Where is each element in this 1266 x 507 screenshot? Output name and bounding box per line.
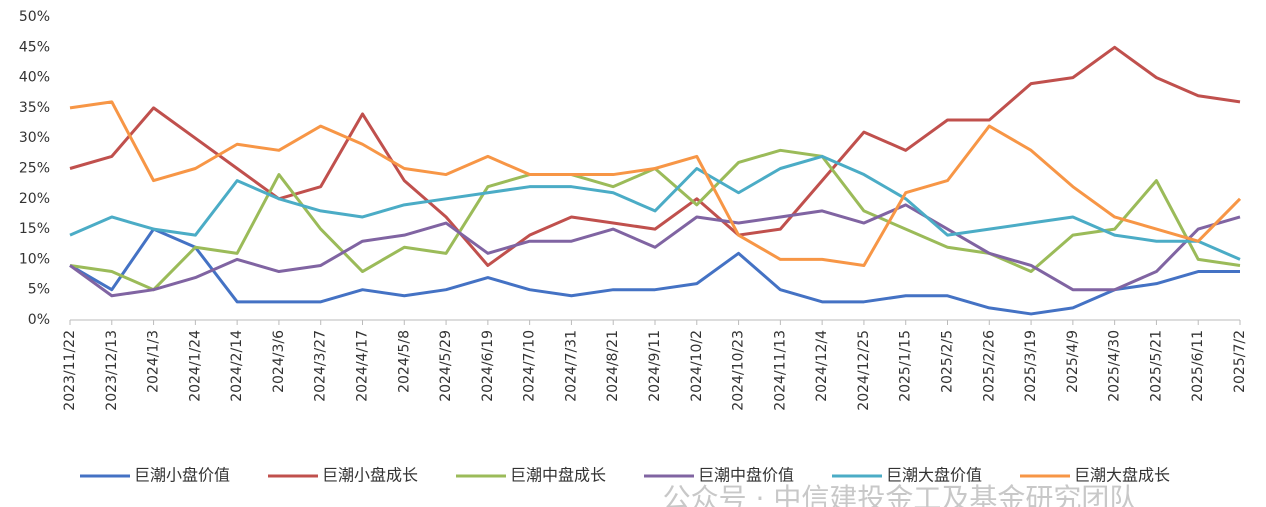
y-tick-label: 10% <box>19 251 50 267</box>
x-tick-label: 2025/7/2 <box>1232 330 1248 393</box>
x-tick-label: 2024/2/14 <box>229 330 245 402</box>
x-tick-label: 2025/1/15 <box>898 330 914 402</box>
x-tick-label: 2024/5/8 <box>396 330 412 393</box>
x-tick-label: 2025/4/9 <box>1065 330 1081 393</box>
x-tick-label: 2024/12/25 <box>856 330 872 411</box>
series-line <box>69 203 1241 298</box>
x-tick-label: 2024/1/24 <box>187 330 203 402</box>
x-tick-label: 2024/9/11 <box>647 330 663 402</box>
y-tick-label: 20% <box>19 191 50 207</box>
y-tick-label: 5% <box>28 282 50 298</box>
y-tick-label: 40% <box>19 70 50 86</box>
x-tick-label: 2024/12/4 <box>814 330 830 402</box>
x-tick-label: 2025/2/5 <box>940 330 956 393</box>
watermark: 公众号 · 中信建投金工及基金研究团队 <box>663 482 1138 507</box>
x-tick-label: 2024/5/29 <box>438 330 454 402</box>
y-tick-label: 25% <box>19 161 50 177</box>
x-tick-label: 2025/2/26 <box>981 330 997 402</box>
x-tick-label: 2024/6/19 <box>480 330 496 402</box>
series-line <box>69 227 1240 316</box>
legend-label: 巨潮大盘价值 <box>886 466 982 485</box>
x-tick-label: 2023/11/22 <box>62 330 78 411</box>
y-tick-label: 0% <box>28 312 50 328</box>
x-tick-label: 2025/4/30 <box>1107 330 1123 402</box>
y-tick-label: 15% <box>19 221 50 237</box>
x-tick-label: 2024/1/3 <box>146 330 162 393</box>
x-tick-label: 2023/12/13 <box>104 330 120 411</box>
y-tick-label: 45% <box>19 39 50 55</box>
legend-label: 巨潮小盘成长 <box>322 466 418 485</box>
y-tick-label: 30% <box>19 130 50 146</box>
x-tick-label: 2024/3/27 <box>313 330 329 402</box>
legend-label: 巨潮大盘成长 <box>1074 466 1170 485</box>
x-tick-label: 2024/4/17 <box>355 330 371 402</box>
x-tick-label: 2024/10/2 <box>689 330 705 402</box>
legend-label: 巨潮中盘价值 <box>698 466 794 485</box>
series-line <box>69 45 1241 267</box>
x-tick-label: 2024/3/6 <box>271 330 287 393</box>
x-tick-label: 2025/6/11 <box>1190 330 1206 402</box>
series-line <box>69 148 1241 292</box>
series-line <box>69 100 1242 267</box>
x-tick-label: 2024/7/10 <box>522 330 538 402</box>
legend-label: 巨潮小盘价值 <box>134 466 230 485</box>
x-tick-label: 2024/8/21 <box>605 330 621 402</box>
x-tick-label: 2025/5/21 <box>1148 330 1164 402</box>
y-tick-label: 50% <box>19 9 50 25</box>
x-tick-label: 2024/11/13 <box>772 330 788 411</box>
legend-label: 巨潮中盘成长 <box>510 466 606 485</box>
x-tick-label: 2024/7/31 <box>563 330 579 402</box>
series-line <box>69 154 1241 261</box>
x-tick-label: 2024/10/23 <box>731 330 747 411</box>
x-tick-label: 2025/3/19 <box>1023 330 1039 402</box>
y-tick-label: 35% <box>19 100 50 116</box>
